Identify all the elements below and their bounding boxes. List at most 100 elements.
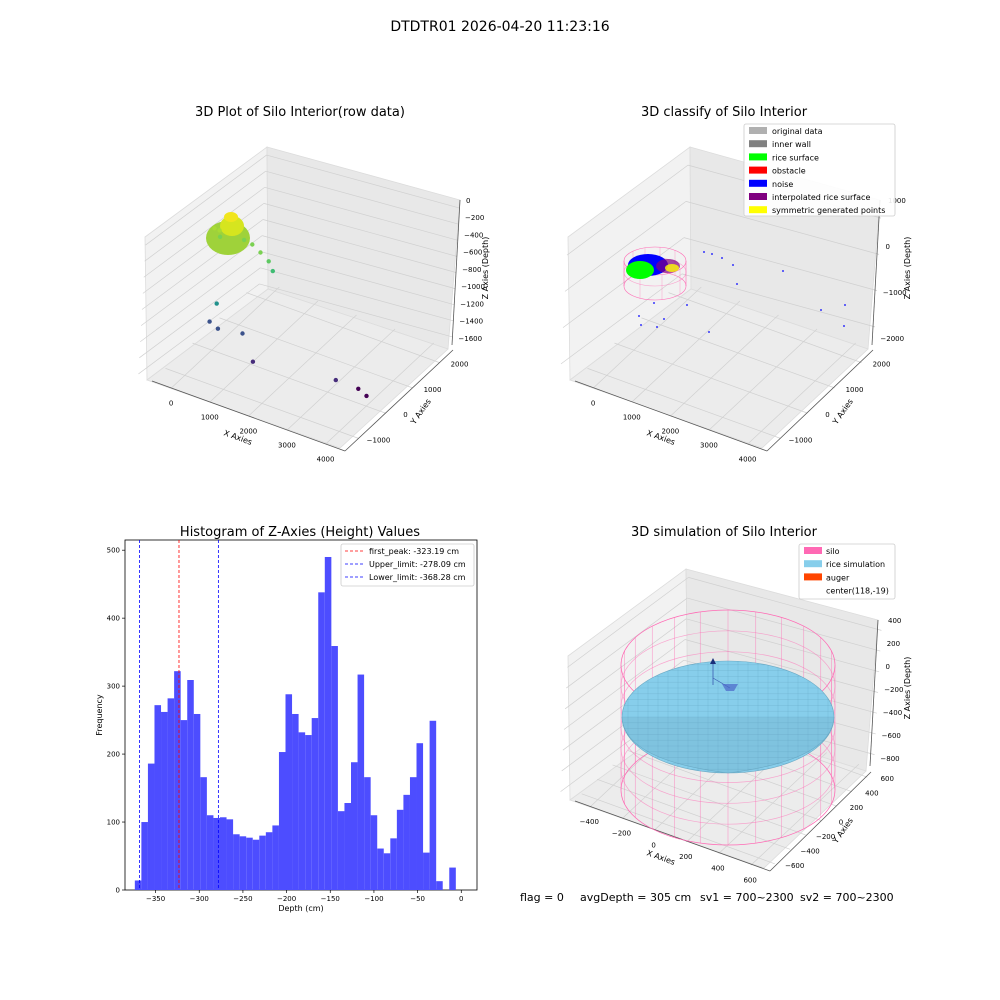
histogram-bar <box>344 803 351 890</box>
legend-swatch <box>749 127 767 134</box>
z-tick-label: 400 <box>888 617 901 625</box>
legend-label: Lower_limit: -368.28 cm <box>369 573 466 582</box>
classify-rice-surface-blob <box>626 261 654 279</box>
raw-data-point <box>217 228 222 233</box>
classify-legend: original data inner wall rice surface obsta… <box>743 123 896 217</box>
histogram-bar <box>285 694 293 890</box>
histogram-bar <box>259 835 266 890</box>
x-tick-label: 0 <box>591 399 595 407</box>
histogram-bar <box>213 817 220 890</box>
legend-swatch <box>749 166 767 174</box>
raw-point-cloud-highlight <box>220 216 244 236</box>
z-tick-label: −600 <box>463 249 482 257</box>
histogram-bar <box>161 711 168 890</box>
histogram-bar <box>278 752 286 890</box>
z-tick-label: −800 <box>880 755 899 763</box>
histogram-bar <box>396 809 404 890</box>
legend-swatch <box>804 573 822 581</box>
z-tick-label: −400 <box>464 231 483 239</box>
histogram-bar <box>370 815 378 890</box>
classify-tick-labels: 0 1000 2000 3000 4000 −1000 0 1000 2000 1000 0 −100… <box>591 197 907 463</box>
z-tick-label: −1000 <box>461 283 485 291</box>
raw-data-point <box>241 237 247 243</box>
simulation-x-axis-label: X Axies <box>645 848 676 867</box>
y-tick-label: −400 <box>801 847 820 855</box>
histogram-bar <box>233 834 240 890</box>
histogram-bar <box>174 671 181 890</box>
histogram-bar <box>324 556 332 890</box>
x-tick-label: −400 <box>580 818 599 826</box>
raw-data-point <box>258 250 263 255</box>
legend-label: first_peak: -323.19 cm <box>369 547 459 556</box>
x-tick-label: −300 <box>190 895 209 903</box>
raw-z-axis-line <box>451 199 461 346</box>
y-tick-label: 300 <box>107 683 120 691</box>
histogram-bar <box>337 811 345 890</box>
legend-swatch <box>749 193 767 200</box>
noise-point <box>640 324 642 326</box>
legend-label: center(118,-19) <box>826 587 889 596</box>
y-tick-label: 100 <box>107 819 120 827</box>
simulation-plot-title: 3D simulation of Silo Interior <box>631 525 818 540</box>
histogram-bar <box>292 713 299 890</box>
y-tick-label: 400 <box>865 790 878 798</box>
raw-points <box>207 226 369 399</box>
x-tick-label: −250 <box>233 895 252 903</box>
histogram-bar <box>403 794 410 890</box>
legend-label: symmetric generated points <box>772 206 885 215</box>
histogram-bar <box>252 839 260 890</box>
x-tick-label: 4000 <box>739 455 757 463</box>
x-tick-label: 1000 <box>623 413 641 421</box>
x-tick-label: −200 <box>277 895 296 903</box>
legend-swatch <box>749 153 767 161</box>
classify-x-axis-line <box>574 380 768 452</box>
histogram-bar <box>351 762 358 890</box>
raw-data-3d-plot: 3D Plot of Silo Interior(row data) 0 1000… <box>138 105 490 463</box>
legend-label: obstacle <box>772 167 806 176</box>
raw-data-point <box>212 226 217 231</box>
x-tick-label: 4000 <box>317 455 335 463</box>
raw-plot-title: 3D Plot of Silo Interior(row data) <box>195 105 405 120</box>
x-tick-label: 2000 <box>239 427 257 435</box>
classify-z-axis-label: Z Axies (Depth) <box>903 237 912 300</box>
histogram-bar <box>436 881 443 890</box>
histogram-bar <box>429 720 437 890</box>
x-tick-label: 2000 <box>661 427 679 435</box>
y-tick-label: −1000 <box>367 436 391 444</box>
z-tick-label: −1400 <box>459 318 483 326</box>
histogram-bar <box>377 848 384 890</box>
x-tick-label: 3000 <box>700 441 718 449</box>
histogram-bar <box>147 763 155 890</box>
legend-swatch <box>749 179 767 187</box>
x-tick-label: −100 <box>364 895 383 903</box>
histogram-bar <box>298 732 306 890</box>
simulation-rice-mesh <box>622 661 834 773</box>
x-tick-label: 200 <box>679 853 692 861</box>
histogram-bar <box>219 817 227 890</box>
raw-data-point <box>356 386 361 391</box>
raw-data-point <box>270 268 275 274</box>
z-tick-label: 1000 <box>888 197 906 205</box>
y-tick-label: 0 <box>839 819 843 827</box>
x-tick-label: −350 <box>146 895 165 903</box>
histogram-bar <box>193 713 201 890</box>
z-tick-label: −800 <box>462 266 481 274</box>
raw-y-axis-line <box>344 349 454 452</box>
legend-swatch <box>749 206 767 214</box>
footer-sv2: sv2 = 700~2300 <box>800 891 894 904</box>
y-tick-label: 200 <box>107 751 120 759</box>
legend-label: rice surface <box>772 153 819 162</box>
noise-point <box>721 257 723 259</box>
histogram-bar <box>364 777 371 890</box>
classify-noise-points <box>638 251 846 333</box>
noise-point <box>844 304 846 306</box>
histogram-bar <box>331 646 338 890</box>
raw-data-point <box>266 259 271 264</box>
histogram-bar <box>449 867 456 890</box>
classify-3d-plot: 3D classify of Silo Interior 010 <box>560 105 912 463</box>
histogram-bar <box>390 838 397 890</box>
legend-label: Upper_limit: -278.09 cm <box>369 560 466 569</box>
histogram-bar <box>265 832 273 890</box>
simulation-3d-plot: 3D simulation of Silo Interior −400 −200 0… <box>560 525 912 884</box>
legend-label: noise <box>772 180 793 189</box>
